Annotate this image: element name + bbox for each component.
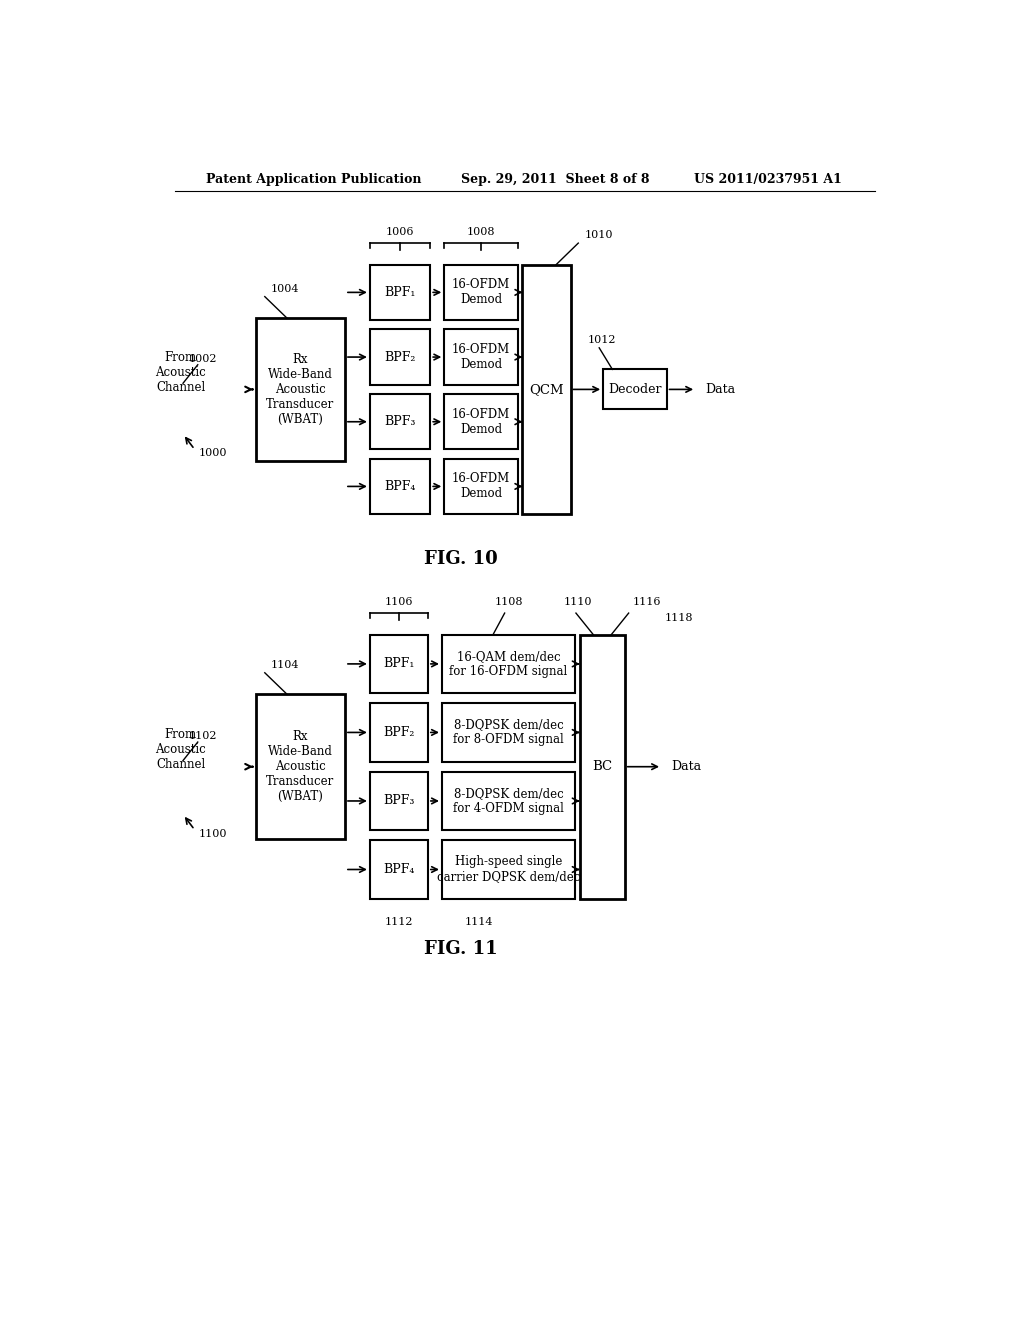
Text: 1100: 1100 [199, 829, 227, 840]
Text: 1114: 1114 [465, 917, 494, 927]
Text: BPF₂: BPF₂ [383, 726, 415, 739]
Text: From
Acoustic
Channel: From Acoustic Channel [156, 351, 206, 393]
Text: 1102: 1102 [188, 731, 217, 741]
Text: High-speed single
carrier DQPSK dem/dec: High-speed single carrier DQPSK dem/dec [437, 855, 581, 883]
Text: QCM: QCM [529, 383, 564, 396]
Text: Sep. 29, 2011  Sheet 8 of 8: Sep. 29, 2011 Sheet 8 of 8 [461, 173, 650, 186]
Bar [370, 330, 430, 385]
Text: 8-DQPSK dem/dec
for 8-OFDM signal: 8-DQPSK dem/dec for 8-OFDM signal [454, 718, 564, 746]
Text: Rx
Wide-Band
Acoustic
Transducer
(WBAT): Rx Wide-Band Acoustic Transducer (WBAT) [266, 730, 335, 803]
Bar [370, 841, 428, 899]
Bar [442, 635, 575, 693]
Bar [442, 772, 575, 830]
Bar [603, 370, 667, 409]
Bar [370, 395, 430, 449]
Text: 1000: 1000 [199, 449, 227, 458]
Text: 1010: 1010 [585, 231, 613, 240]
Text: Patent Application Publication: Patent Application Publication [206, 173, 421, 186]
Text: 1110: 1110 [564, 598, 593, 607]
Bar [370, 635, 428, 693]
Text: BPF₃: BPF₃ [383, 795, 415, 808]
Text: 8-DQPSK dem/dec
for 4-OFDM signal: 8-DQPSK dem/dec for 4-OFDM signal [453, 787, 564, 814]
Bar [370, 459, 430, 515]
Text: 1004: 1004 [271, 284, 299, 294]
Bar [370, 704, 428, 762]
Text: BPF₁: BPF₁ [383, 657, 415, 671]
Bar [444, 459, 518, 515]
Text: 1106: 1106 [385, 598, 413, 607]
Bar [522, 264, 570, 515]
Bar [370, 264, 430, 321]
Text: 1108: 1108 [495, 598, 523, 607]
Bar [442, 704, 575, 762]
Text: FIG. 11: FIG. 11 [424, 940, 498, 958]
Text: BPF₁: BPF₁ [384, 286, 416, 298]
Text: US 2011/0237951 A1: US 2011/0237951 A1 [693, 173, 842, 186]
Bar [442, 841, 575, 899]
Bar [256, 318, 345, 461]
Text: 1008: 1008 [467, 227, 496, 238]
Bar [444, 264, 518, 321]
Text: 1104: 1104 [271, 660, 299, 671]
Text: 1118: 1118 [665, 612, 693, 623]
Text: 16-OFDM
Demod: 16-OFDM Demod [452, 343, 510, 371]
Text: BPF₄: BPF₄ [384, 480, 416, 492]
Bar [580, 635, 625, 899]
Text: BPF₂: BPF₂ [384, 351, 416, 363]
Text: BC: BC [592, 760, 612, 774]
Text: 1112: 1112 [385, 917, 413, 927]
Text: 16-OFDM
Demod: 16-OFDM Demod [452, 408, 510, 436]
Text: 1006: 1006 [386, 227, 415, 238]
Bar [370, 772, 428, 830]
Text: Rx
Wide-Band
Acoustic
Transducer
(WBAT): Rx Wide-Band Acoustic Transducer (WBAT) [266, 352, 335, 426]
Text: 16-OFDM
Demod: 16-OFDM Demod [452, 473, 510, 500]
Text: 16-QAM dem/dec
for 16-OFDM signal: 16-QAM dem/dec for 16-OFDM signal [450, 649, 567, 678]
Text: From
Acoustic
Channel: From Acoustic Channel [156, 729, 206, 771]
Bar [444, 330, 518, 385]
Text: 1012: 1012 [588, 335, 615, 345]
Text: Data: Data [706, 383, 735, 396]
Text: FIG. 10: FIG. 10 [424, 550, 498, 568]
Text: BPF₃: BPF₃ [384, 416, 416, 428]
Text: BPF₄: BPF₄ [383, 863, 415, 876]
Text: Decoder: Decoder [608, 383, 662, 396]
Text: 1116: 1116 [633, 598, 662, 607]
Text: 16-OFDM
Demod: 16-OFDM Demod [452, 279, 510, 306]
Bar [444, 395, 518, 449]
Text: 1002: 1002 [188, 354, 217, 363]
Bar [256, 694, 345, 840]
Text: Data: Data [672, 760, 701, 774]
